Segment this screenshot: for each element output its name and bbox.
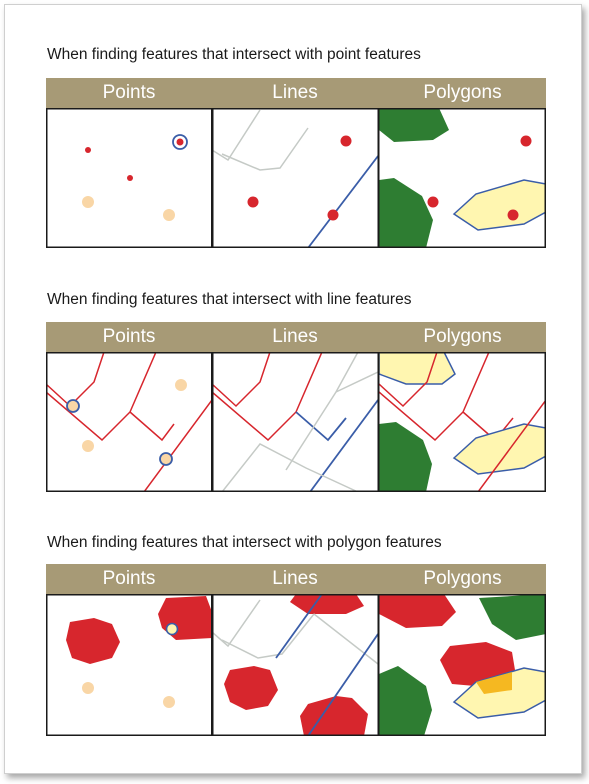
header-bar-point: Points Lines Polygons	[46, 78, 546, 108]
point-selected	[176, 138, 184, 146]
line-red	[46, 352, 105, 408]
polygon-green	[379, 422, 432, 492]
panel-row-line	[46, 352, 546, 492]
header-bar-line: Points Lines Polygons	[46, 322, 546, 352]
section-title-line: When finding features that intersect wit…	[47, 291, 412, 308]
panel-points	[82, 134, 188, 221]
point-selected	[340, 135, 352, 147]
panel-border	[378, 352, 546, 492]
polygon-red	[379, 594, 456, 628]
polygon-yellow	[452, 423, 546, 475]
polygon-red	[290, 594, 364, 614]
point-peach	[163, 696, 175, 708]
section-title-point: When finding features that intersect wit…	[47, 46, 421, 63]
line-gray	[313, 613, 378, 665]
panel-row-polygon	[46, 594, 546, 736]
line-blue	[307, 633, 378, 736]
point-peach	[175, 379, 187, 391]
point-small	[127, 175, 133, 181]
line-red	[477, 399, 546, 492]
panel-polygons	[379, 108, 546, 248]
panel-lines	[212, 352, 378, 492]
point-selected	[165, 622, 179, 636]
line-red	[46, 352, 157, 442]
header-points: Points	[102, 568, 156, 589]
line-red	[129, 411, 175, 442]
line-gray	[335, 371, 378, 393]
polygon-overlap	[476, 672, 512, 694]
panel-border	[46, 594, 213, 736]
point-peach	[163, 209, 175, 221]
line-gray	[221, 127, 309, 171]
section-title-polygon: When finding features that intersect wit…	[47, 534, 442, 551]
point-selected	[327, 209, 339, 221]
polygon-yellow	[452, 667, 546, 719]
line-blue	[307, 155, 378, 248]
point-selected	[247, 196, 259, 208]
panel-points	[66, 596, 212, 708]
header-points: Points	[102, 82, 156, 103]
point-selected	[507, 209, 519, 221]
polygon-yellow	[379, 352, 456, 385]
panel-polygons	[379, 594, 546, 736]
panel-border	[378, 594, 546, 736]
header-lines: Lines	[272, 82, 318, 103]
polygon-red	[158, 596, 212, 640]
polygon-yellow	[452, 179, 546, 231]
line-blue	[295, 411, 347, 442]
header-lines: Lines	[272, 326, 318, 347]
panel-polygons	[379, 352, 546, 492]
panel-border	[46, 352, 213, 492]
point-selected	[520, 135, 532, 147]
panel-border	[212, 108, 379, 248]
line-gray	[212, 599, 261, 648]
line-red	[379, 352, 490, 442]
point-selected	[427, 196, 439, 208]
panel-points	[46, 352, 212, 492]
polygon-red	[224, 666, 278, 710]
point-peach	[82, 196, 94, 208]
line-gray	[212, 109, 261, 162]
header-bar-polygon: Points Lines Polygons	[46, 564, 546, 594]
point-peach	[82, 440, 94, 452]
polygon-red	[66, 618, 120, 664]
panel-border	[46, 108, 213, 248]
point-small	[85, 147, 91, 153]
line-red	[212, 352, 271, 408]
header-points: Points	[102, 326, 156, 347]
polygon-green	[379, 108, 449, 142]
header-lines: Lines	[272, 568, 318, 589]
line-gray	[221, 443, 359, 492]
header-polygons: Polygons	[423, 326, 502, 347]
point-selected	[66, 399, 80, 413]
polygon-red	[300, 696, 368, 736]
line-blue	[309, 399, 378, 492]
point-selected	[159, 452, 173, 466]
point-peach	[82, 682, 94, 694]
polygon-green	[479, 594, 546, 640]
panel-row-point	[46, 108, 546, 248]
line-red	[379, 352, 438, 408]
selection-ring	[172, 134, 188, 150]
panel-border	[378, 108, 546, 248]
line-red	[212, 352, 323, 442]
header-polygons: Polygons	[423, 82, 502, 103]
line-blue	[275, 594, 323, 659]
header-polygons: Polygons	[423, 568, 502, 589]
panel-lines	[212, 109, 378, 248]
polygon-green	[379, 178, 433, 248]
line-gray	[221, 613, 315, 659]
panel-border	[212, 352, 379, 492]
line-red	[143, 399, 212, 492]
panel-lines	[212, 594, 378, 736]
polygon-green	[379, 666, 432, 736]
